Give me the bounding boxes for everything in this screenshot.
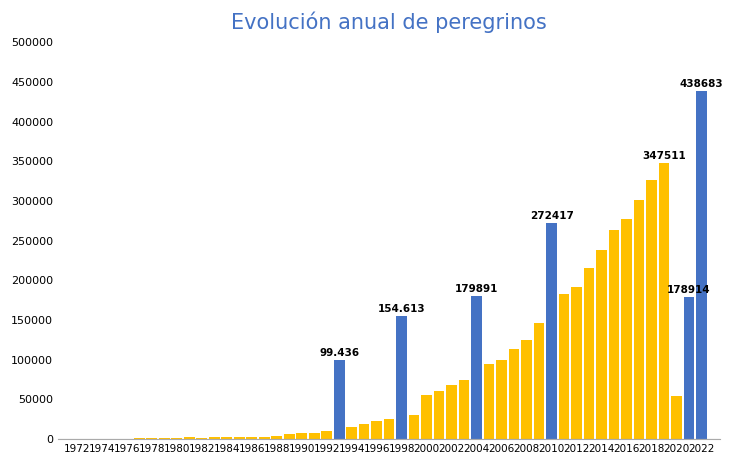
Bar — [209, 438, 220, 439]
Title: Evolución anual de peregrinos: Evolución anual de peregrinos — [231, 11, 547, 33]
Bar — [147, 438, 157, 439]
Bar — [546, 223, 557, 439]
Bar — [534, 323, 545, 439]
Bar — [459, 380, 469, 439]
Bar — [197, 438, 207, 439]
Bar — [371, 421, 382, 439]
Bar — [134, 438, 144, 439]
Text: 154.613: 154.613 — [378, 304, 425, 314]
Bar — [321, 431, 332, 439]
Bar — [346, 427, 357, 439]
Bar — [397, 316, 407, 439]
Bar — [646, 179, 657, 439]
Bar — [159, 438, 170, 439]
Bar — [184, 438, 195, 439]
Bar — [271, 436, 282, 439]
Text: 272417: 272417 — [530, 211, 573, 220]
Bar — [596, 250, 607, 439]
Bar — [559, 294, 570, 439]
Bar — [309, 433, 320, 439]
Bar — [509, 349, 520, 439]
Bar — [359, 424, 369, 439]
Bar — [571, 287, 582, 439]
Bar — [284, 434, 295, 439]
Text: 179891: 179891 — [455, 284, 498, 294]
Bar — [259, 437, 270, 439]
Bar — [696, 91, 707, 439]
Bar — [221, 437, 232, 439]
Text: 347511: 347511 — [642, 151, 686, 161]
Text: 178914: 178914 — [667, 285, 710, 295]
Bar — [246, 437, 257, 439]
Bar — [671, 396, 682, 439]
Bar — [296, 433, 307, 439]
Text: 438683: 438683 — [680, 79, 723, 89]
Bar — [234, 438, 245, 439]
Bar — [496, 360, 507, 439]
Bar — [621, 219, 632, 439]
Bar — [684, 297, 694, 439]
Bar — [447, 385, 457, 439]
Bar — [584, 268, 594, 439]
Bar — [434, 391, 444, 439]
Bar — [521, 340, 532, 439]
Bar — [634, 200, 644, 439]
Bar — [409, 415, 419, 439]
Bar — [472, 296, 482, 439]
Bar — [483, 365, 495, 439]
Bar — [334, 360, 344, 439]
Bar — [659, 163, 669, 439]
Bar — [384, 419, 394, 439]
Bar — [609, 231, 619, 439]
Bar — [172, 438, 182, 439]
Bar — [422, 395, 432, 439]
Text: 99.436: 99.436 — [319, 348, 359, 358]
